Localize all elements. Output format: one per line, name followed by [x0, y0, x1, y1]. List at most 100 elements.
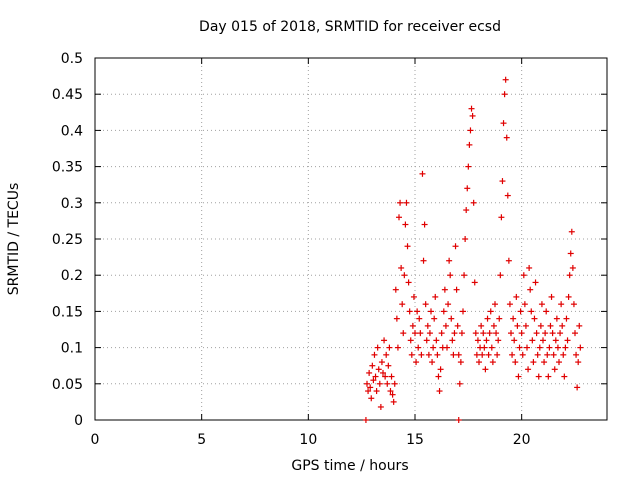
- data-point: [537, 322, 544, 329]
- data-point: [512, 359, 519, 366]
- data-point: [547, 322, 554, 329]
- data-point: [407, 337, 414, 344]
- data-point: [376, 380, 383, 387]
- data-point: [367, 384, 374, 391]
- data-point: [515, 373, 522, 380]
- data-point: [566, 272, 573, 279]
- data-point: [569, 264, 576, 271]
- data-point: [504, 192, 511, 199]
- data-point: [375, 366, 382, 373]
- x-tick-label: 20: [513, 432, 531, 448]
- data-point: [396, 214, 402, 221]
- data-point: [493, 330, 500, 337]
- data-point: [562, 344, 569, 351]
- data-point: [391, 380, 398, 387]
- data-point: [463, 207, 470, 214]
- x-tick-label: 5: [197, 432, 206, 448]
- data-point: [388, 373, 395, 380]
- data-point: [436, 388, 443, 395]
- data-point: [434, 351, 441, 358]
- data-point: [373, 388, 380, 395]
- data-point: [495, 337, 502, 344]
- data-point: [397, 199, 404, 206]
- data-point: [449, 337, 456, 344]
- data-point: [377, 403, 384, 410]
- data-point: [483, 337, 490, 344]
- data-point: [455, 351, 462, 358]
- data-point: [369, 362, 376, 369]
- y-tick-label: 0.15: [52, 304, 83, 320]
- data-point: [399, 301, 406, 308]
- data-point: [412, 330, 418, 337]
- data-point: [431, 315, 438, 322]
- data-point: [447, 272, 454, 279]
- data-point: [564, 337, 571, 344]
- data-point: [404, 243, 411, 250]
- y-tick-label: 0.4: [61, 123, 83, 139]
- y-tick-label: 0.1: [61, 341, 83, 357]
- data-point: [408, 351, 415, 358]
- data-point: [563, 315, 570, 322]
- data-point: [556, 359, 562, 366]
- data-point: [421, 221, 428, 228]
- plot-frame: [94, 57, 608, 421]
- data-point: [530, 359, 537, 366]
- data-point: [468, 105, 475, 112]
- data-point: [464, 185, 471, 192]
- data-point: [386, 344, 393, 351]
- x-tick-label: 15: [406, 432, 424, 448]
- data-point: [543, 308, 550, 315]
- data-point: [488, 344, 495, 351]
- data-point: [450, 351, 457, 358]
- x-tick-label: 0: [91, 432, 100, 448]
- data-point: [494, 351, 501, 358]
- data-point: [415, 344, 422, 351]
- data-point: [448, 315, 455, 322]
- data-point: [514, 322, 521, 329]
- data-point: [417, 330, 424, 337]
- data-point: [469, 112, 476, 119]
- data-point: [517, 308, 524, 315]
- data-point: [476, 359, 482, 366]
- data-point: [455, 417, 462, 423]
- data-point: [402, 221, 409, 228]
- y-tick-label: 0.3: [61, 196, 83, 212]
- data-point: [553, 315, 560, 322]
- data-point: [500, 120, 507, 127]
- data-point: [508, 330, 514, 337]
- data-point: [424, 322, 431, 329]
- data-point: [544, 351, 551, 358]
- data-point: [401, 272, 408, 279]
- data-point: [536, 344, 543, 351]
- data-point: [575, 359, 582, 366]
- data-point: [533, 330, 540, 337]
- data-point: [487, 308, 494, 315]
- data-point: [548, 293, 555, 300]
- data-point: [531, 315, 538, 322]
- data-point: [498, 214, 505, 221]
- data-point: [542, 330, 549, 337]
- data-point: [362, 417, 369, 423]
- data-point: [458, 330, 465, 337]
- y-axis-ticks: 0 0.05 0.1 0.15 0.2 0.25 0.3 0.35 0.4 0.45 0.5: [52, 51, 607, 429]
- data-point: [370, 377, 377, 384]
- data-point: [430, 344, 437, 351]
- data-point: [510, 315, 517, 322]
- data-point: [484, 315, 491, 322]
- data-point: [577, 344, 584, 351]
- data-point: [378, 359, 385, 366]
- data-point: [527, 286, 534, 293]
- data-point: [557, 330, 564, 337]
- data-point: [432, 293, 439, 300]
- data-point: [400, 330, 407, 337]
- data-point: [478, 322, 485, 329]
- scatter-points: [362, 76, 584, 423]
- data-point: [513, 293, 520, 300]
- data-point: [453, 286, 460, 293]
- data-point: [558, 301, 565, 308]
- data-point: [560, 351, 567, 358]
- data-point: [451, 330, 458, 337]
- data-point: [497, 272, 504, 279]
- data-point: [420, 257, 427, 264]
- x-axis-ticks: 0 5 10 15 20: [91, 58, 531, 448]
